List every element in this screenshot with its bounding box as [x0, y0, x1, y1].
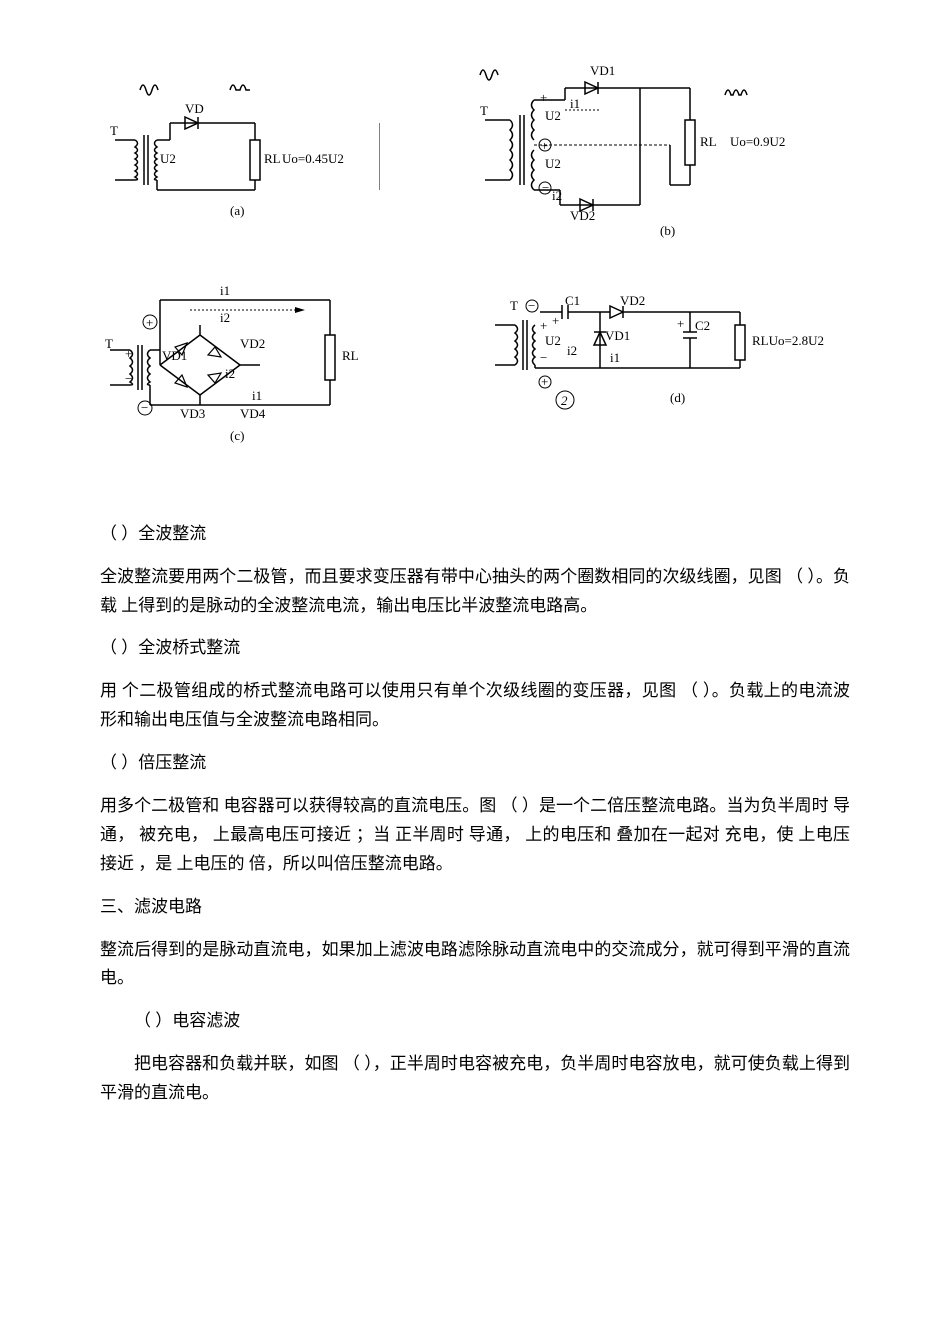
svg-text:−: −: [542, 180, 549, 195]
svg-text:i2: i2: [225, 366, 235, 381]
diagram-label-b: (b): [660, 223, 675, 238]
label-vd1: VD1: [590, 63, 615, 78]
label-u2-b1: U2: [545, 108, 561, 123]
label-c2: C2: [695, 318, 710, 333]
label-i1: i1: [570, 96, 580, 111]
svg-text:+: +: [540, 318, 547, 333]
label-t-c: T: [105, 336, 113, 351]
svg-text:i1: i1: [252, 388, 262, 403]
diagram-grid: VD T U2: [100, 60, 850, 460]
diagram-label-d: (d): [670, 390, 685, 405]
para-filter: 整流后得到的是脉动直流电，如果加上滤波电路滤除脉动直流电中的交流成分，就可得到平…: [100, 936, 850, 994]
heading-doubler: （ ）倍压整流: [100, 749, 850, 778]
label-vd3-c: VD3: [180, 406, 205, 421]
diagram-row-1: VD T U2: [100, 60, 850, 250]
heading-filter: 三、滤波电路: [100, 893, 850, 922]
svg-text:+: +: [146, 315, 153, 330]
label-t-b: T: [480, 103, 488, 118]
diagram-row-2: i1 i2 + T + −: [100, 280, 850, 460]
diagram-a: VD T U2: [100, 75, 380, 235]
para-cap-filter: 把电容器和负载并联，如图 （ ），正半周时电容被充电，负半周时电容放电，就可使负…: [100, 1050, 850, 1108]
svg-text:−: −: [528, 298, 535, 313]
svg-text:+: +: [540, 90, 547, 105]
diagram-d: T − C1 + VD2: [470, 290, 850, 450]
label-rl-b: RL: [700, 134, 717, 149]
diagram-label-a: (a): [230, 203, 244, 218]
para-full-wave: 全波整流要用两个二极管，而且要求变压器有带中心抽头的两个圈数相同的次级线圈，见图…: [100, 563, 850, 621]
diagram-b: VD1 i1 T + U2: [470, 60, 850, 250]
label-vd4-c: VD4: [240, 406, 266, 421]
svg-text:+: +: [552, 313, 559, 328]
label-vd: VD: [185, 101, 204, 116]
label-rl-c: RL: [342, 348, 359, 363]
label-u2-d: U2: [545, 333, 561, 348]
label-t: T: [110, 123, 118, 138]
label-i2-c: i2: [220, 310, 230, 325]
label-u2-b2: U2: [545, 156, 561, 171]
svg-text:+: +: [541, 374, 548, 389]
label-vd1-c: VD1: [162, 348, 187, 363]
svg-text:−: −: [141, 400, 148, 415]
svg-text:+: +: [677, 316, 684, 331]
heading-full-wave: （ ）全波整流: [100, 520, 850, 549]
svg-text:+: +: [125, 346, 132, 361]
label-i1-d: i1: [610, 350, 620, 365]
diagram-label-c: (c): [230, 428, 244, 443]
svg-text:−: −: [540, 350, 547, 365]
label-u2: U2: [160, 151, 176, 166]
label-t-d: T: [510, 298, 518, 313]
para-bridge: 用 个二极管组成的桥式整流电路可以使用只有单个次级线圈的变压器，见图 （ ）。负…: [100, 677, 850, 735]
svg-text:2: 2: [561, 393, 568, 408]
label-vd2-d: VD2: [620, 293, 645, 308]
svg-text:−: −: [125, 371, 132, 386]
para-doubler: 用多个二极管和 电容器可以获得较高的直流电压。图 （ ）是一个二倍压整流电路。当…: [100, 792, 850, 879]
label-i2-d: i2: [567, 343, 577, 358]
label-i1-c: i1: [220, 283, 230, 298]
formula-b: Uo=0.9U2: [730, 134, 785, 149]
diagram-c: i1 i2 + T + −: [100, 280, 400, 460]
heading-bridge: （ ）全波桥式整流: [100, 634, 850, 663]
label-vd1-d: VD1: [605, 328, 630, 343]
formula-a: Uo=0.45U2: [282, 151, 344, 166]
formula-d: RLUo=2.8U2: [752, 333, 824, 348]
label-rl: RL: [264, 151, 281, 166]
label-vd2-c: VD2: [240, 336, 265, 351]
heading-cap-filter: （ ）电容滤波: [100, 1007, 850, 1036]
